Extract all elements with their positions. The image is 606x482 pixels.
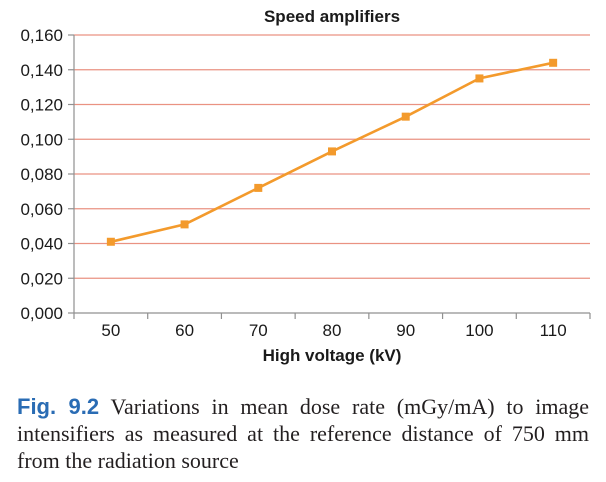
line-chart: Speed amplifiers 0,0000,0200,0400,0600,0… (20, 7, 591, 365)
y-tick-label: 0,040 (20, 235, 63, 254)
y-tick-label: 0,000 (20, 304, 63, 323)
x-tick-label: 50 (101, 321, 120, 340)
x-tick-label: 60 (175, 321, 194, 340)
caption-text: Variations in mean dose rate (mGy/mA) to… (17, 394, 589, 473)
data-point (475, 74, 484, 83)
x-tick-label: 110 (540, 321, 567, 340)
data-point (549, 58, 558, 67)
data-point (401, 112, 410, 121)
gridlines (74, 34, 590, 279)
data-point (254, 183, 263, 192)
figure-label: Fig. 9.2 (17, 394, 100, 419)
x-axis-title: High voltage (kV) (263, 346, 402, 365)
chart-title: Speed amplifiers (264, 7, 400, 26)
y-tick-label: 0,020 (20, 269, 63, 288)
y-tick-label: 0,100 (20, 130, 63, 149)
y-tick-label: 0,160 (20, 26, 63, 45)
x-axis: 50 60 70 80 90 100 110 (73, 312, 591, 340)
x-tick-label: 70 (249, 321, 268, 340)
x-tick-label: 100 (465, 321, 493, 340)
data-point (328, 147, 336, 156)
x-tick-label: 90 (396, 321, 415, 340)
data-point (106, 237, 115, 246)
y-tick-label: 0,140 (20, 61, 63, 80)
figure-caption: Fig. 9.2 Variations in mean dose rate (m… (17, 393, 589, 474)
y-tick-label: 0,060 (20, 200, 63, 219)
y-tick-label: 0,120 (20, 96, 63, 115)
y-axis: 0,000 0,020 0,040 0,060 0,080 0,100 0,120 0,140… (20, 26, 75, 323)
data-point (180, 220, 189, 229)
x-tick-label: 80 (323, 321, 342, 340)
data-series (106, 58, 558, 246)
y-tick-label: 0,080 (20, 165, 63, 184)
